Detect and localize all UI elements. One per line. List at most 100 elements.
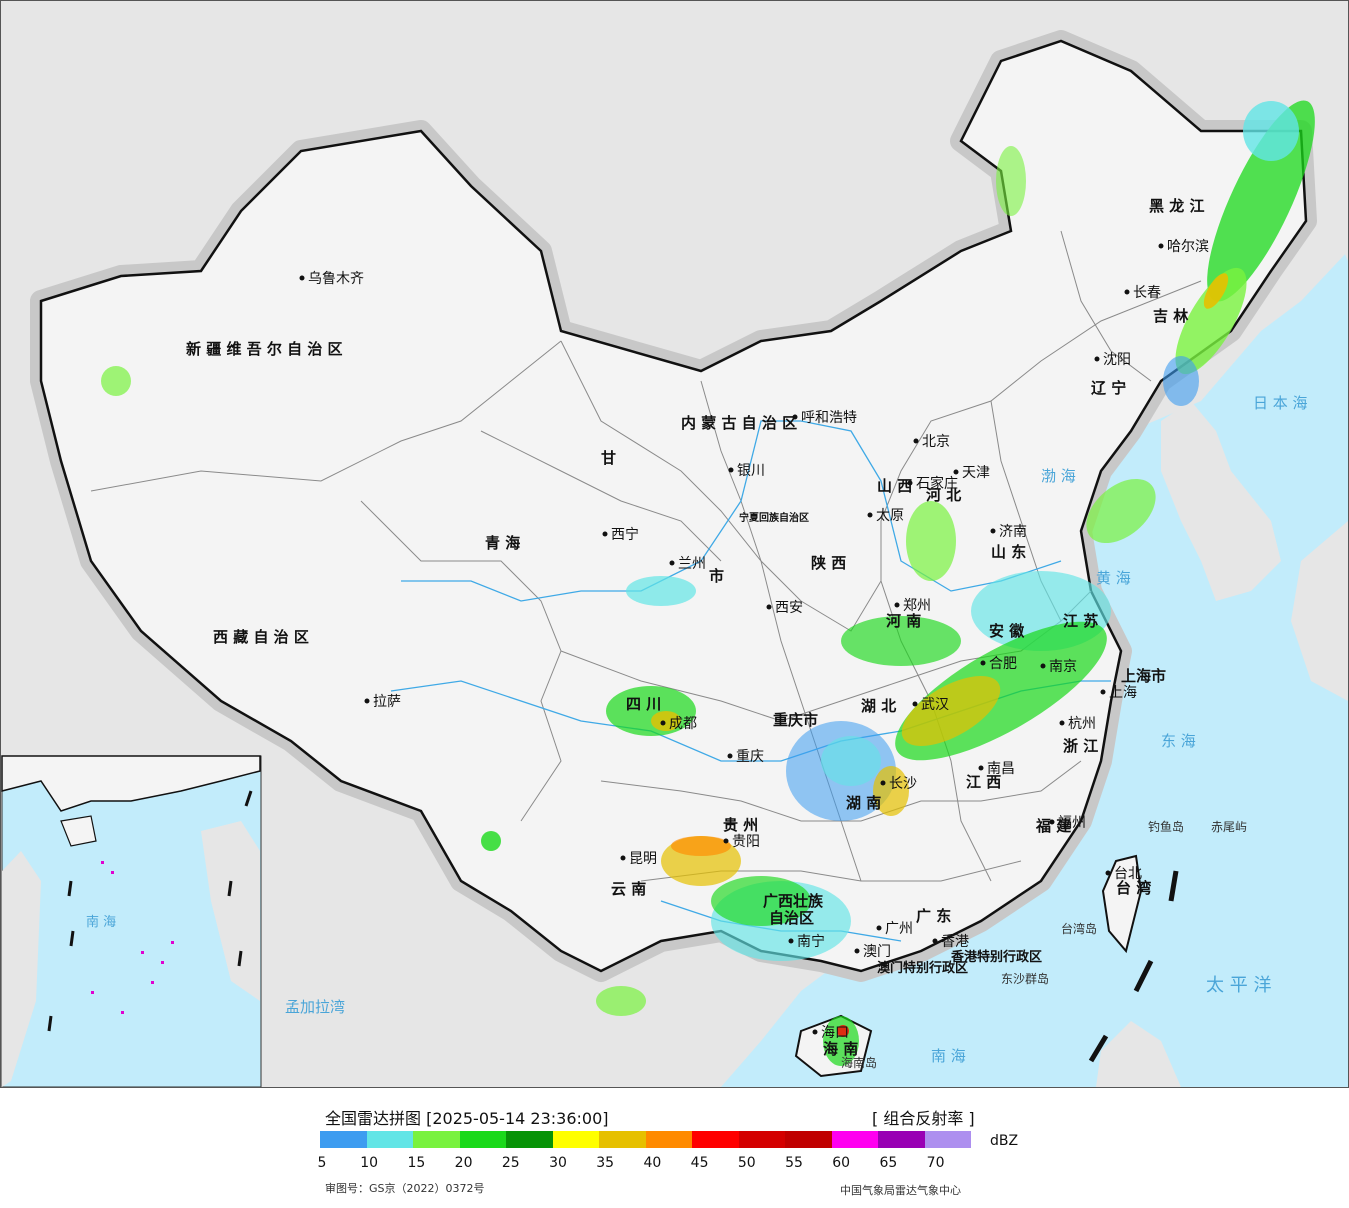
city-label-nanning: 南宁 <box>797 933 825 950</box>
city-marker <box>727 753 733 759</box>
city-label-beijing: 北京 <box>922 434 950 450</box>
region-label-zhejiang: 浙 江 <box>1063 737 1098 755</box>
scale-swatch-12 <box>831 1131 878 1148</box>
scale-tick-label: 25 <box>501 1155 520 1171</box>
scale-tick-label: 5 <box>317 1155 327 1171</box>
city-marker <box>788 938 794 944</box>
foreign-land-philippines <box>1096 1021 1181 1087</box>
city-marker <box>912 701 918 707</box>
scale-tick-label: 20 <box>454 1155 473 1171</box>
city-label-hohhot: 呼和浩特 <box>801 410 857 426</box>
region-label-shanxi: 山 西 <box>877 477 912 495</box>
city-label-lanzhou: 兰州 <box>678 556 706 572</box>
region-label-guangxi: 广西壮族 <box>763 892 824 910</box>
city-label-kunming: 昆明 <box>629 851 657 867</box>
region-label-sichuan: 四 川 <box>626 695 661 713</box>
city-label-guangzhou: 广州 <box>885 921 913 937</box>
foreign-land-southeast <box>261 851 701 1087</box>
city-marker <box>907 480 913 486</box>
city-marker <box>728 467 734 473</box>
scale-tick-label: 35 <box>596 1155 615 1171</box>
region-label-qinghai: 青 海 <box>485 534 520 552</box>
region-label-hunan: 湖 南 <box>846 794 881 812</box>
sea-label-dongsha: 东沙群岛 <box>1001 971 1049 986</box>
city-marker <box>1040 663 1046 669</box>
city-label-chengdu: 成都 <box>669 716 697 732</box>
city-label-changchun: 长春 <box>1133 285 1161 301</box>
maritime-boundary-dashes <box>1088 870 1179 1063</box>
sea-label-east: 东 海 <box>1161 732 1196 750</box>
city-label-fuzhou: 福州 <box>1058 815 1086 831</box>
scale-swatch-2 <box>366 1131 413 1148</box>
city-label-lhasa: 拉萨 <box>373 694 401 710</box>
city-label-wuhan: 武汉 <box>921 697 949 713</box>
scale-tick-label: 30 <box>549 1155 567 1171</box>
region-label-taiwan: 台 湾 <box>1116 879 1151 897</box>
city-marker <box>913 438 919 444</box>
region-label-hainan: 海 南 <box>823 1040 858 1058</box>
scale-swatch-14 <box>924 1131 971 1148</box>
foreign-land-korea <box>1161 401 1281 601</box>
scale-swatch-6 <box>552 1131 599 1148</box>
city-marker <box>1059 720 1065 726</box>
sea-label-yellow: 黄 海 <box>1096 569 1131 587</box>
city-label-changsha: 长沙 <box>889 776 917 792</box>
region-label-neimenggu: 内 蒙 古 自 治 区 <box>681 414 797 432</box>
region-label-gansu: 甘 <box>601 449 616 467</box>
city-marker <box>1105 870 1111 876</box>
scale-swatch-3 <box>413 1131 460 1148</box>
region-label-xizang: 西 藏 自 治 区 <box>213 628 309 646</box>
scale-tick-label: 15 <box>407 1155 426 1171</box>
city-label-urumqi: 乌鲁木齐 <box>308 271 364 287</box>
region-label-chongqing: 重庆市 <box>773 711 818 729</box>
city-label-taibei: 台北 <box>1114 866 1142 882</box>
scale-swatch-9 <box>692 1131 739 1148</box>
city-label-yinchuan: 银川 <box>737 463 765 479</box>
region-label-liaoning: 辽 宁 <box>1091 379 1126 397</box>
region-label-jilin: 吉 林 <box>1153 307 1189 325</box>
region-label-gansu_city: 市 <box>709 567 724 585</box>
scale-swatch-11 <box>785 1131 832 1148</box>
sea-label-diaoyu: 钓鱼岛 <box>1148 819 1184 834</box>
sea-label-bengal: 孟加拉湾 <box>285 998 345 1016</box>
region-label-guangdong: 广 东 <box>916 907 951 925</box>
radar-map: 新 疆 维 吾 尔 自 治 区西 藏 自 治 区 青 海 甘四 川云 南 贵 州广西壮… <box>0 0 1349 1088</box>
scale-swatch-10 <box>738 1131 785 1148</box>
city-label-jinan: 济南 <box>999 524 1027 540</box>
city-marker <box>1158 243 1164 249</box>
scale-swatch-8 <box>645 1131 692 1148</box>
legend-title: 全国雷达拼图 [2025-05-14 23:36:00] <box>325 1109 609 1128</box>
legend-product: [ 组合反射率 ] <box>872 1109 975 1128</box>
sea-label-south: 南 海 <box>931 1047 966 1065</box>
scale-swatch-7 <box>599 1131 646 1148</box>
city-label-macau: 澳门 <box>863 944 891 960</box>
region-label-fujian: 福 建 <box>1035 817 1072 835</box>
city-marker <box>876 925 882 931</box>
city-marker <box>620 855 626 861</box>
sea-label-taiwan_isl: 台湾岛 <box>1061 921 1097 936</box>
region-label-guizhou: 贵 州 <box>723 816 758 834</box>
city-marker <box>602 531 608 537</box>
south-sea-inset <box>1 755 262 1087</box>
scale-tick-label: 10 <box>360 1155 379 1171</box>
issuing-center: 中国气象局雷达气象中心 <box>840 1184 961 1197</box>
sea-label-inset_south: 南 海 <box>86 914 116 930</box>
city-label-taiyuan: 太原 <box>876 508 904 524</box>
scale-tick-label: 55 <box>785 1155 803 1171</box>
scale-tick-label: 40 <box>643 1155 662 1171</box>
city-marker <box>792 414 798 420</box>
sea-label-pacific: 太 平 洋 <box>1206 975 1271 996</box>
region-label-shandong: 山 东 <box>991 543 1026 561</box>
city-marker <box>867 512 873 518</box>
sea-label-bohai: 渤 海 <box>1041 467 1076 485</box>
scale-swatch-5 <box>506 1131 553 1148</box>
approval-number: 审图号：GS京（2022）0372号 <box>325 1182 485 1195</box>
city-label-shanghai_c: 上海 <box>1109 685 1137 701</box>
city-label-haikou: 海口 <box>821 1025 849 1041</box>
sea-label-chiwei: 赤尾屿 <box>1211 820 1247 834</box>
scale-tick-label: 60 <box>832 1155 851 1171</box>
sea-label-hainan_isl: 海南岛 <box>841 1055 877 1070</box>
scale-tick-label: 65 <box>879 1155 898 1171</box>
city-label-hongkong: 香港 <box>941 934 969 950</box>
city-label-hefei: 合肥 <box>989 656 1017 672</box>
